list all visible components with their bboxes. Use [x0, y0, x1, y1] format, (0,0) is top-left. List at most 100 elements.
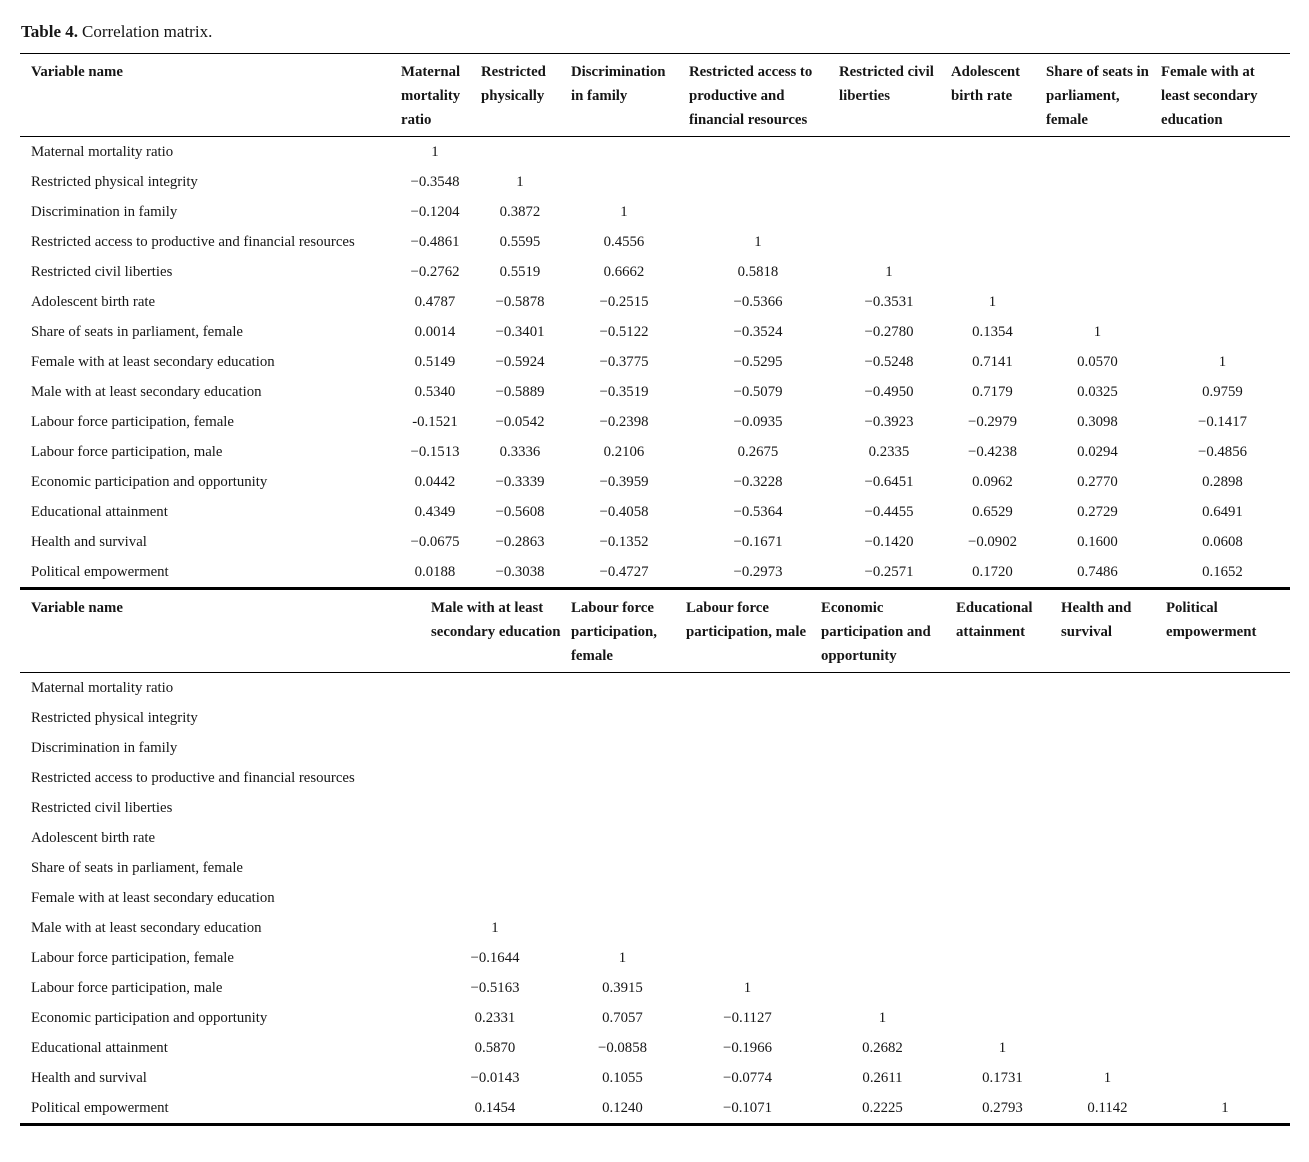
- correlation-value: [1055, 1003, 1160, 1033]
- correlation-value: 0.1600: [1077, 534, 1118, 550]
- correlation-value: [565, 167, 683, 197]
- row-label: Health and survival: [31, 534, 147, 550]
- correlation-table-upper: Variable name Maternal mortality ratio Res…: [20, 53, 1290, 590]
- correlation-value: [680, 823, 815, 853]
- correlation-value: [815, 883, 950, 913]
- correlation-value: [945, 167, 1040, 197]
- table-caption: Table 4. Correlation matrix.: [21, 22, 1290, 42]
- correlation-value: 0.1731: [982, 1070, 1023, 1086]
- correlation-value: [1160, 763, 1290, 793]
- row-label: Labour force participation, female: [31, 414, 234, 430]
- correlation-value: [1055, 793, 1160, 823]
- row-label: Discrimination in family: [31, 740, 178, 756]
- correlation-value: −0.3339: [495, 474, 545, 490]
- correlation-value: [1055, 703, 1160, 733]
- table-row: Political empowerment 0.1454 0.1240 −0.1071…: [20, 1093, 1290, 1125]
- correlation-value: [425, 733, 565, 763]
- correlation-value: [425, 703, 565, 733]
- correlation-value: [425, 883, 565, 913]
- correlation-value: 0.2793: [982, 1100, 1023, 1116]
- column-header: Adolescent birth rate: [951, 64, 1021, 104]
- correlation-value: [950, 943, 1055, 973]
- correlation-value: [1040, 167, 1155, 197]
- correlation-value: 0.0962: [972, 474, 1013, 490]
- table-row: Educational attainment 0.5870 −0.0858 −0.19…: [20, 1033, 1290, 1063]
- correlation-value: [1155, 317, 1290, 347]
- correlation-value: −0.4950: [864, 384, 914, 400]
- correlation-value: −0.0542: [495, 414, 545, 430]
- column-header: Maternal mortality ratio: [401, 64, 461, 128]
- row-label: Political empowerment: [31, 1100, 169, 1116]
- correlation-value: −0.0902: [967, 534, 1018, 550]
- correlation-value: −0.4861: [410, 234, 460, 250]
- correlation-value: −0.1127: [723, 1010, 772, 1026]
- correlation-value: [680, 853, 815, 883]
- column-header: Labour force participation, male: [686, 600, 807, 640]
- table-row: Restricted physical integrity: [20, 703, 1290, 733]
- correlation-value: −0.2973: [733, 564, 783, 580]
- correlation-value: −0.1966: [722, 1040, 773, 1056]
- correlation-value: −0.3923: [864, 414, 914, 430]
- correlation-value: −0.5163: [470, 980, 520, 996]
- correlation-value: [1040, 227, 1155, 257]
- correlation-value: 0.3336: [499, 444, 541, 460]
- correlation-value: 1: [1218, 354, 1227, 370]
- correlation-value: [1155, 227, 1290, 257]
- correlation-value: 0.0014: [414, 324, 456, 340]
- correlation-value: [565, 673, 680, 704]
- correlation-value: 1: [754, 234, 762, 250]
- row-label: Maternal mortality ratio: [31, 144, 174, 160]
- correlation-value: −0.4455: [864, 504, 914, 520]
- correlation-value: 0.2225: [862, 1100, 903, 1116]
- correlation-value: [815, 673, 950, 704]
- correlation-value: [950, 913, 1055, 943]
- correlation-value: [945, 257, 1040, 287]
- correlation-value: [425, 673, 565, 704]
- correlation-value: −0.6451: [864, 474, 914, 490]
- correlation-value: 0.0570: [1077, 354, 1118, 370]
- table-row: Restricted civil liberties: [20, 793, 1290, 823]
- correlation-value: −0.2571: [864, 564, 914, 580]
- correlation-value: 1: [516, 174, 524, 190]
- correlation-value: 0.1142: [1087, 1100, 1128, 1116]
- correlation-value: 1: [885, 264, 893, 280]
- row-label: Political empowerment: [31, 564, 169, 580]
- correlation-value: 0.6662: [603, 264, 645, 280]
- correlation-value: [833, 227, 945, 257]
- variable-name-header: Variable name: [31, 64, 123, 80]
- correlation-value: [1160, 883, 1290, 913]
- correlation-value: −0.1352: [599, 534, 649, 550]
- correlation-value: [683, 167, 833, 197]
- row-label: Economic participation and opportunity: [31, 1010, 268, 1026]
- correlation-value: [1055, 913, 1160, 943]
- correlation-value: [833, 167, 945, 197]
- correlation-value: −0.5878: [495, 294, 545, 310]
- row-label: Labour force participation, male: [31, 980, 223, 996]
- column-header: Female with at least secondary education: [1161, 64, 1258, 128]
- table-row: Health and survival −0.0675 −0.2863 −0.1352…: [20, 527, 1290, 557]
- table-row: Political empowerment 0.0188 −0.3038 −0.472…: [20, 557, 1290, 589]
- row-label: Male with at least secondary education: [31, 920, 262, 936]
- correlation-value: −0.5248: [864, 354, 914, 370]
- correlation-value: 1: [620, 204, 628, 220]
- correlation-value: [1040, 287, 1155, 317]
- row-label: Health and survival: [31, 1070, 147, 1086]
- table-row: Labour force participation, male −0.1513 0…: [20, 437, 1290, 467]
- correlation-value: −0.3524: [733, 324, 783, 340]
- table-row: Educational attainment 0.4349 −0.5608 −0.40…: [20, 497, 1290, 527]
- correlation-value: [815, 703, 950, 733]
- correlation-value: [950, 673, 1055, 704]
- correlation-value: [945, 197, 1040, 227]
- correlation-value: [1155, 257, 1290, 287]
- column-header: Restricted civil liberties: [839, 64, 934, 104]
- correlation-value: 0.9759: [1202, 384, 1243, 400]
- correlation-value: −0.2515: [599, 294, 649, 310]
- row-label: Educational attainment: [31, 1040, 168, 1056]
- paper-page: Table 4. Correlation matrix. Variable nam…: [20, 0, 1290, 1126]
- correlation-value: [1160, 913, 1290, 943]
- correlation-value: 0.4787: [414, 294, 456, 310]
- correlation-table-lower: Variable name Male with at least secondar…: [20, 590, 1290, 1126]
- correlation-value: −0.3038: [495, 564, 545, 580]
- correlation-value: [1055, 943, 1160, 973]
- correlation-value: 0.3872: [499, 204, 541, 220]
